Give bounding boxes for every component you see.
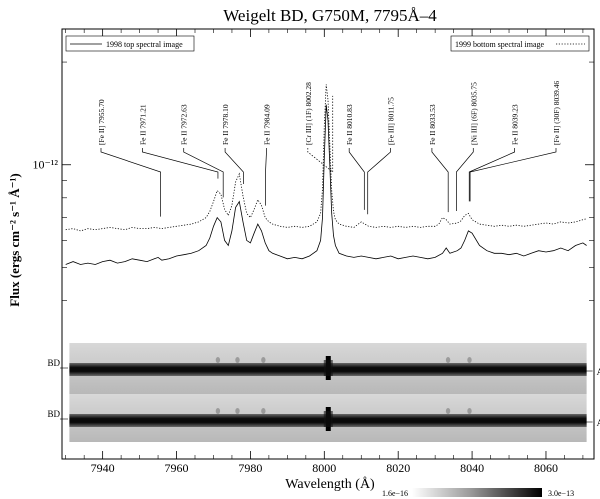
- legend-right: 1999 bottom spectral image: [450, 35, 590, 52]
- series-line-1: [65, 84, 587, 232]
- line-id-label: [Fe III] 8011.75: [387, 97, 396, 145]
- line-id-marker: Fe II 8033.53: [428, 104, 449, 213]
- line-id-marker: [Fe II] 7955.70: [97, 99, 161, 217]
- x-axis: 7940 7960 7980 8000 8020 8040 8060: [65, 29, 584, 475]
- x-tick-label: 7960: [165, 461, 189, 475]
- colorbar-max-label: 3.0e−13: [548, 489, 574, 498]
- spectral-image-top: BD A: [47, 343, 600, 394]
- y-axis: 10⁻¹²: [32, 61, 594, 301]
- line-id-marker: [Fe II] (30F) 8039.46: [469, 81, 561, 202]
- y-tick-label: 10⁻¹²: [32, 158, 58, 172]
- spectral-right-label: A: [597, 418, 600, 428]
- spectral-left-label: BD: [47, 358, 60, 368]
- line-id-label: Fe II 7971.21: [138, 104, 147, 145]
- line-id-leader: [224, 148, 244, 184]
- line-id-marker: [Ni III] (6F) 8035.75: [456, 82, 478, 211]
- line-id-marker: Fe II 8010.83: [345, 104, 365, 210]
- line-id-marker: [Fe III] 8011.75: [367, 97, 396, 215]
- line-id-leader: [367, 148, 391, 215]
- line-id-label: Fe II 8039.23: [511, 104, 520, 145]
- x-tick-label: 8060: [534, 461, 558, 475]
- spectral-left-label: BD: [47, 409, 60, 419]
- line-id-label: [Fe II] 7955.70: [97, 99, 106, 145]
- y-axis-title: Flux (ergs cm⁻² s⁻¹ Å⁻¹): [7, 173, 22, 306]
- line-id-marker: Fe II 7971.21: [138, 104, 219, 179]
- line-id-label: Fe II 7984.09: [262, 104, 271, 145]
- series-layer: [65, 84, 587, 265]
- legend-left-label: 1998 top spectral image: [106, 40, 183, 49]
- line-id-marker: [Cr III] (1F) 8002.28: [304, 82, 334, 173]
- x-tick-label: 8000: [312, 461, 336, 475]
- line-id-layer: [Fe II] 7955.70 Fe II 7971.21 Fe II 7972.6…: [97, 81, 561, 217]
- line-id-label: Fe II 8033.53: [428, 104, 437, 145]
- line-id-leader: [348, 148, 365, 210]
- plot-frame: [61, 28, 595, 460]
- line-id-label: [Cr III] (1F) 8002.28: [304, 82, 313, 145]
- line-id-leader: [183, 148, 224, 198]
- x-tick-label: 8020: [386, 461, 410, 475]
- legend-right-label: 1999 bottom spectral image: [455, 40, 545, 49]
- spectral-images: BD A BD A: [47, 343, 600, 442]
- x-tick-label: 7980: [238, 461, 262, 475]
- line-id-marker: Fe II 8039.23: [468, 104, 520, 202]
- line-id-label: [Fe II] (30F) 8039.46: [552, 81, 561, 145]
- line-id-leader: [469, 148, 557, 202]
- line-id-leader: [456, 148, 474, 211]
- line-id-marker: Fe II 7984.09: [262, 104, 271, 206]
- colorbar: 1.6e−16 3.0e−13: [382, 488, 574, 498]
- line-id-leader: [468, 148, 515, 202]
- line-id-marker: Fe II 7978.10: [221, 104, 244, 184]
- line-id-marker: Fe II 7972.63: [180, 104, 224, 198]
- chart-title: Weigelt BD, G750M, 7795Å–4: [223, 6, 437, 25]
- x-tick-label: 8040: [460, 461, 484, 475]
- line-id-label: Fe II 7972.63: [180, 104, 189, 145]
- line-id-leader: [142, 148, 219, 179]
- line-id-label: Fe II 8010.83: [345, 104, 354, 145]
- line-id-label: Fe II 7978.10: [221, 104, 230, 145]
- spectral-image-bottom: BD A: [47, 394, 600, 442]
- line-id-label: [Ni III] (6F) 8035.75: [469, 82, 478, 145]
- line-id-leader: [265, 148, 267, 206]
- line-id-leader: [431, 148, 449, 213]
- x-axis-title: Wavelength (Å): [285, 476, 375, 492]
- legend-left: 1998 top spectral image: [65, 35, 195, 52]
- spectral-right-label: A: [597, 367, 600, 377]
- colorbar-min-label: 1.6e−16: [382, 489, 408, 498]
- x-tick-label: 7940: [91, 461, 115, 475]
- line-id-leader: [100, 148, 161, 217]
- series-line-0: [65, 104, 587, 265]
